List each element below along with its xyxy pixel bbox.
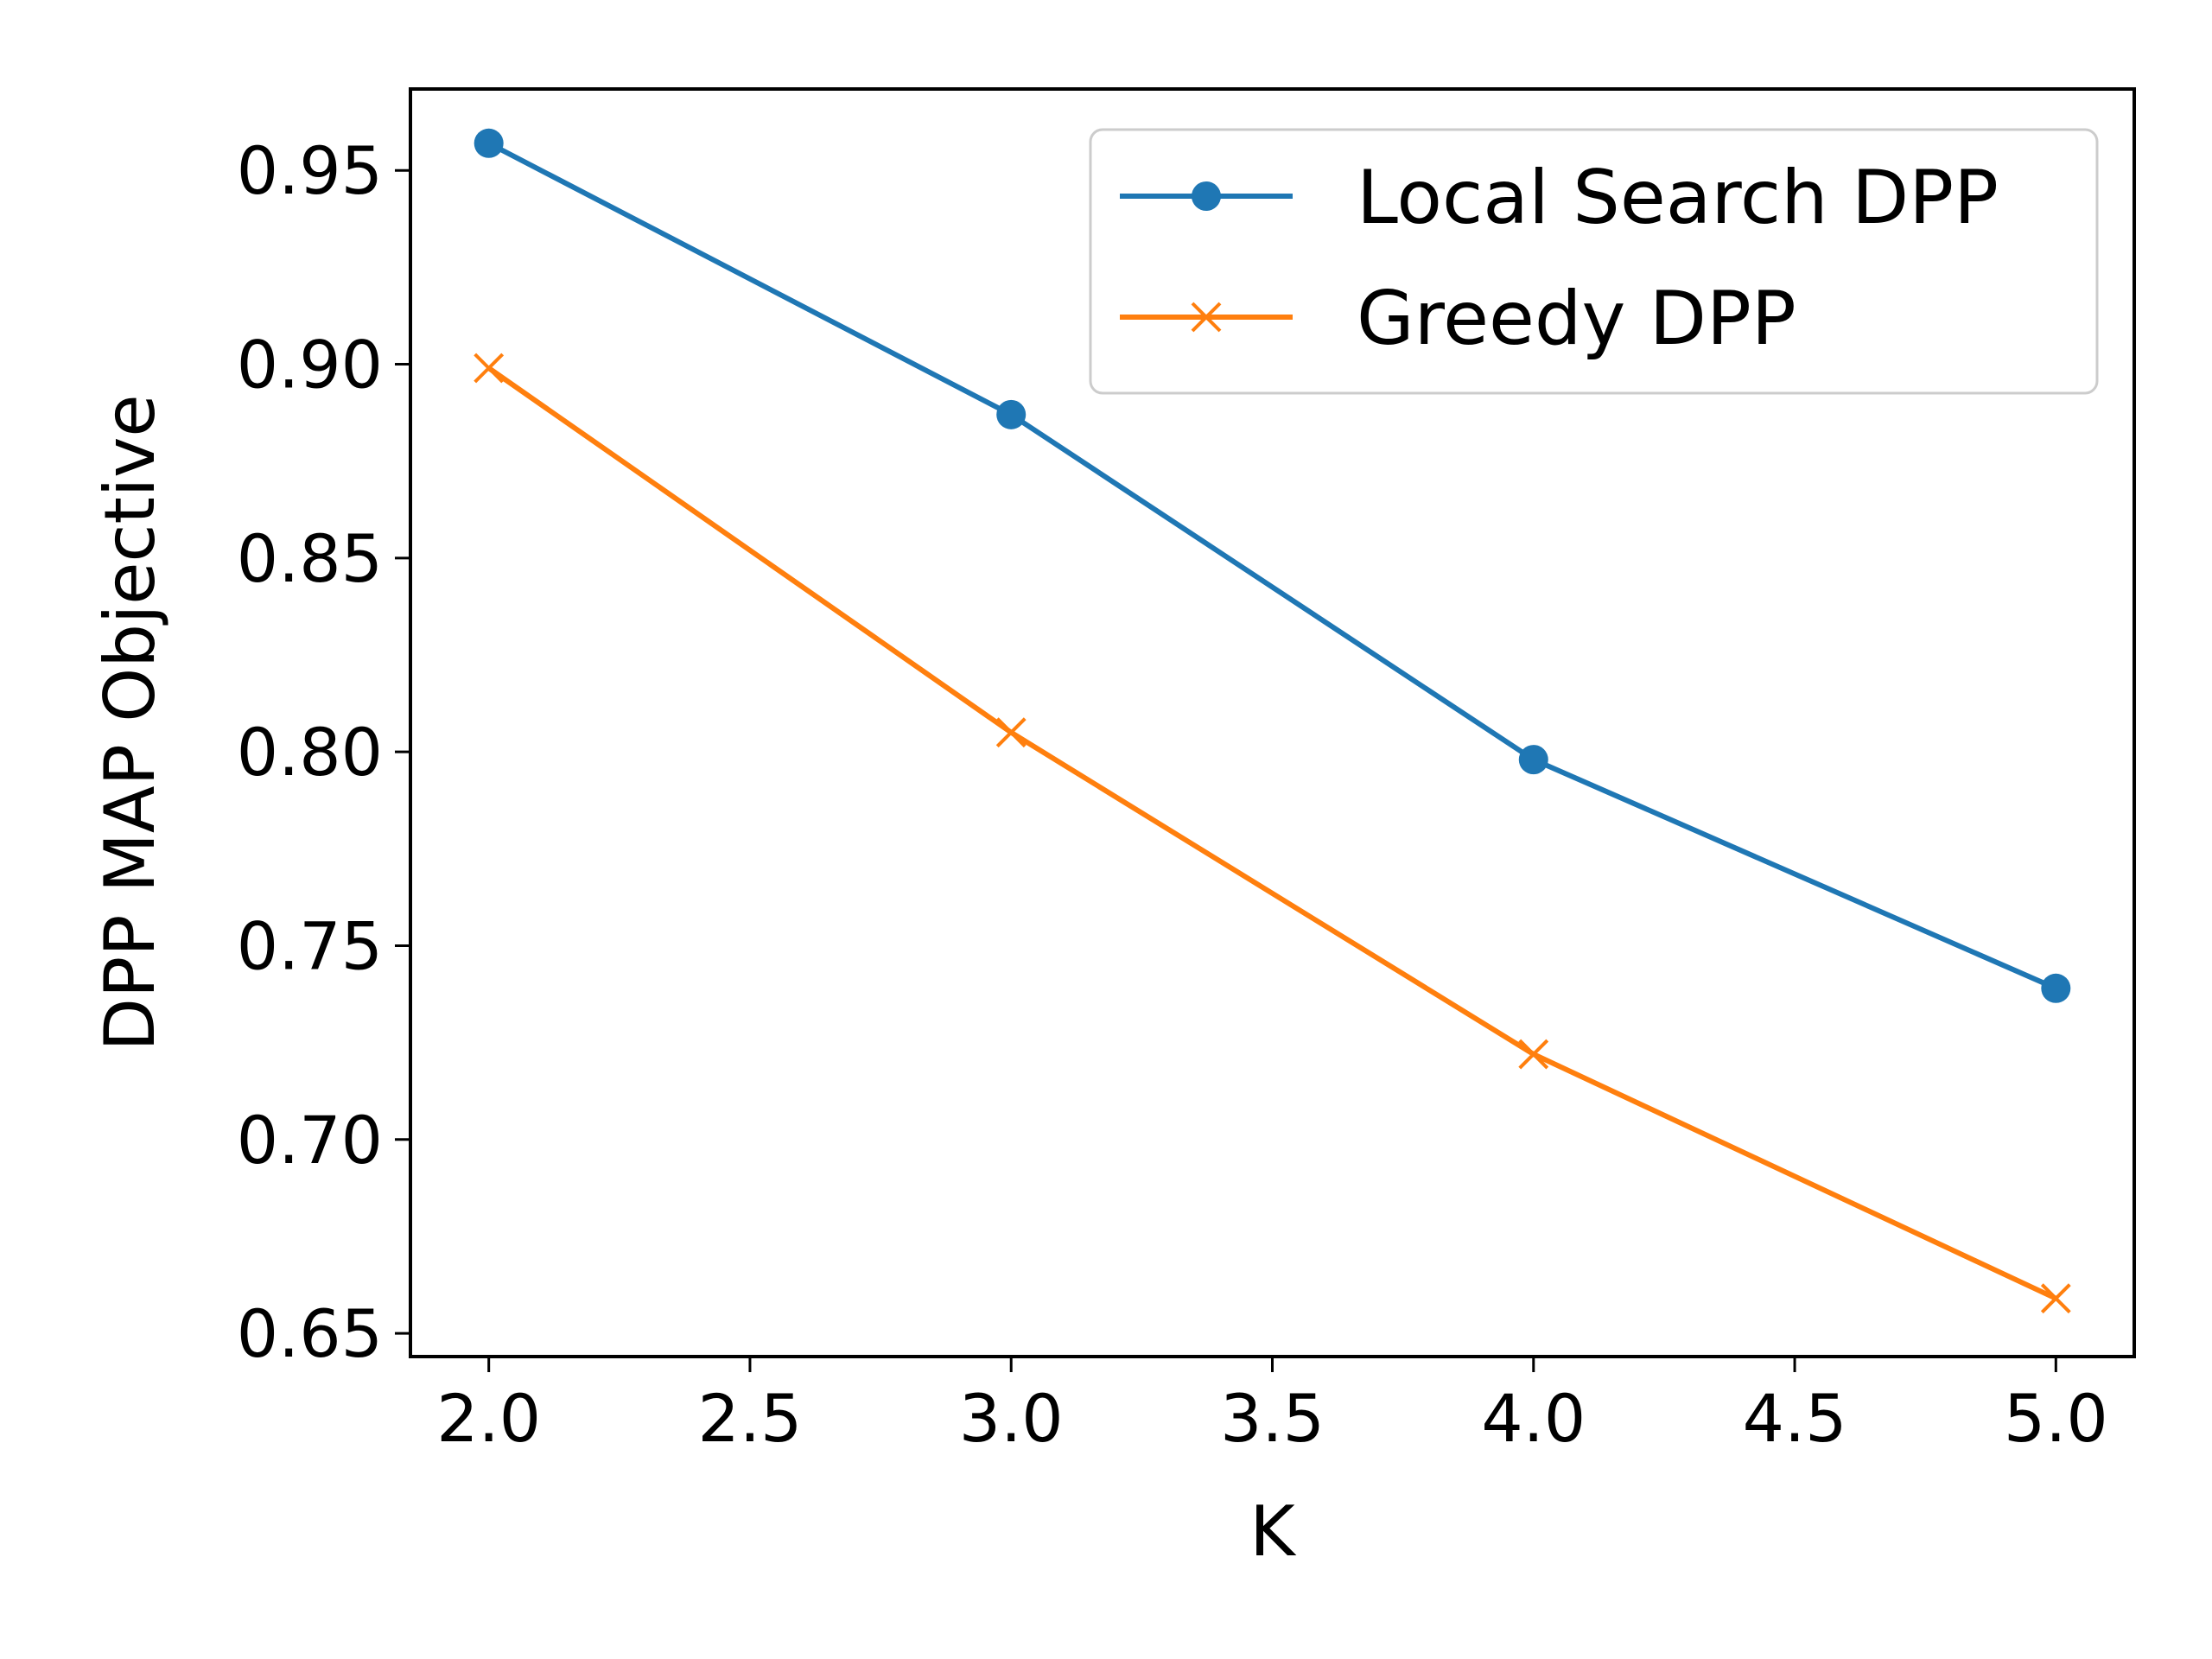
y-tick-label: 0.80: [237, 714, 383, 791]
data-point-circle: [474, 128, 504, 158]
plot-frame: [409, 87, 2136, 1358]
y-tick-label: 0.75: [237, 907, 383, 984]
x-axis-label: K: [1249, 1491, 1297, 1572]
legend: Local Search DPP Greedy DPP: [1089, 128, 2099, 395]
y-tick-label: 0.95: [237, 132, 383, 209]
data-point-circle: [996, 399, 1027, 429]
series-local-search-dpp: [474, 128, 2071, 1003]
series-greedy-dpp: [474, 353, 2071, 1314]
legend-label: Greedy DPP: [1357, 276, 1796, 362]
data-point-x: [2040, 1283, 2071, 1314]
legend-box: [1089, 128, 2099, 395]
series-line: [487, 141, 2057, 991]
axes: 2.0 2.5 3.0 3.5 4.0 4.5 5.0 0.65 0.70 0.75 0.80 0.8…: [237, 132, 2108, 1457]
y-tick-label: 0.85: [237, 520, 383, 597]
x-tick-label: 2.0: [436, 1380, 541, 1457]
legend-marker: [1191, 302, 1222, 333]
y-tick-label: 0.90: [237, 327, 383, 404]
y-tick-label: 0.70: [237, 1102, 383, 1179]
x-tick-label: 2.5: [698, 1380, 803, 1457]
plot-marks: [474, 128, 2071, 1314]
x-tick-label: 3.0: [959, 1380, 1064, 1457]
data-point-x: [474, 353, 505, 384]
data-point-x: [995, 717, 1027, 748]
x-tick-label: 3.5: [1220, 1380, 1325, 1457]
data-point-circle: [1518, 745, 1548, 775]
data-point-x: [1518, 1039, 1549, 1070]
series-line: [486, 365, 2057, 1301]
legend-marker: [1192, 181, 1221, 211]
legend-label: Local Search DPP: [1357, 155, 1999, 241]
x-tick-label: 4.5: [1743, 1380, 1847, 1457]
y-axis-label: DPP MAP Objective: [90, 394, 170, 1051]
x-tick-label: 5.0: [2004, 1380, 2108, 1457]
x-tick-label: 4.0: [1481, 1380, 1586, 1457]
data-point-circle: [2041, 973, 2071, 1003]
y-tick-label: 0.65: [237, 1295, 383, 1372]
